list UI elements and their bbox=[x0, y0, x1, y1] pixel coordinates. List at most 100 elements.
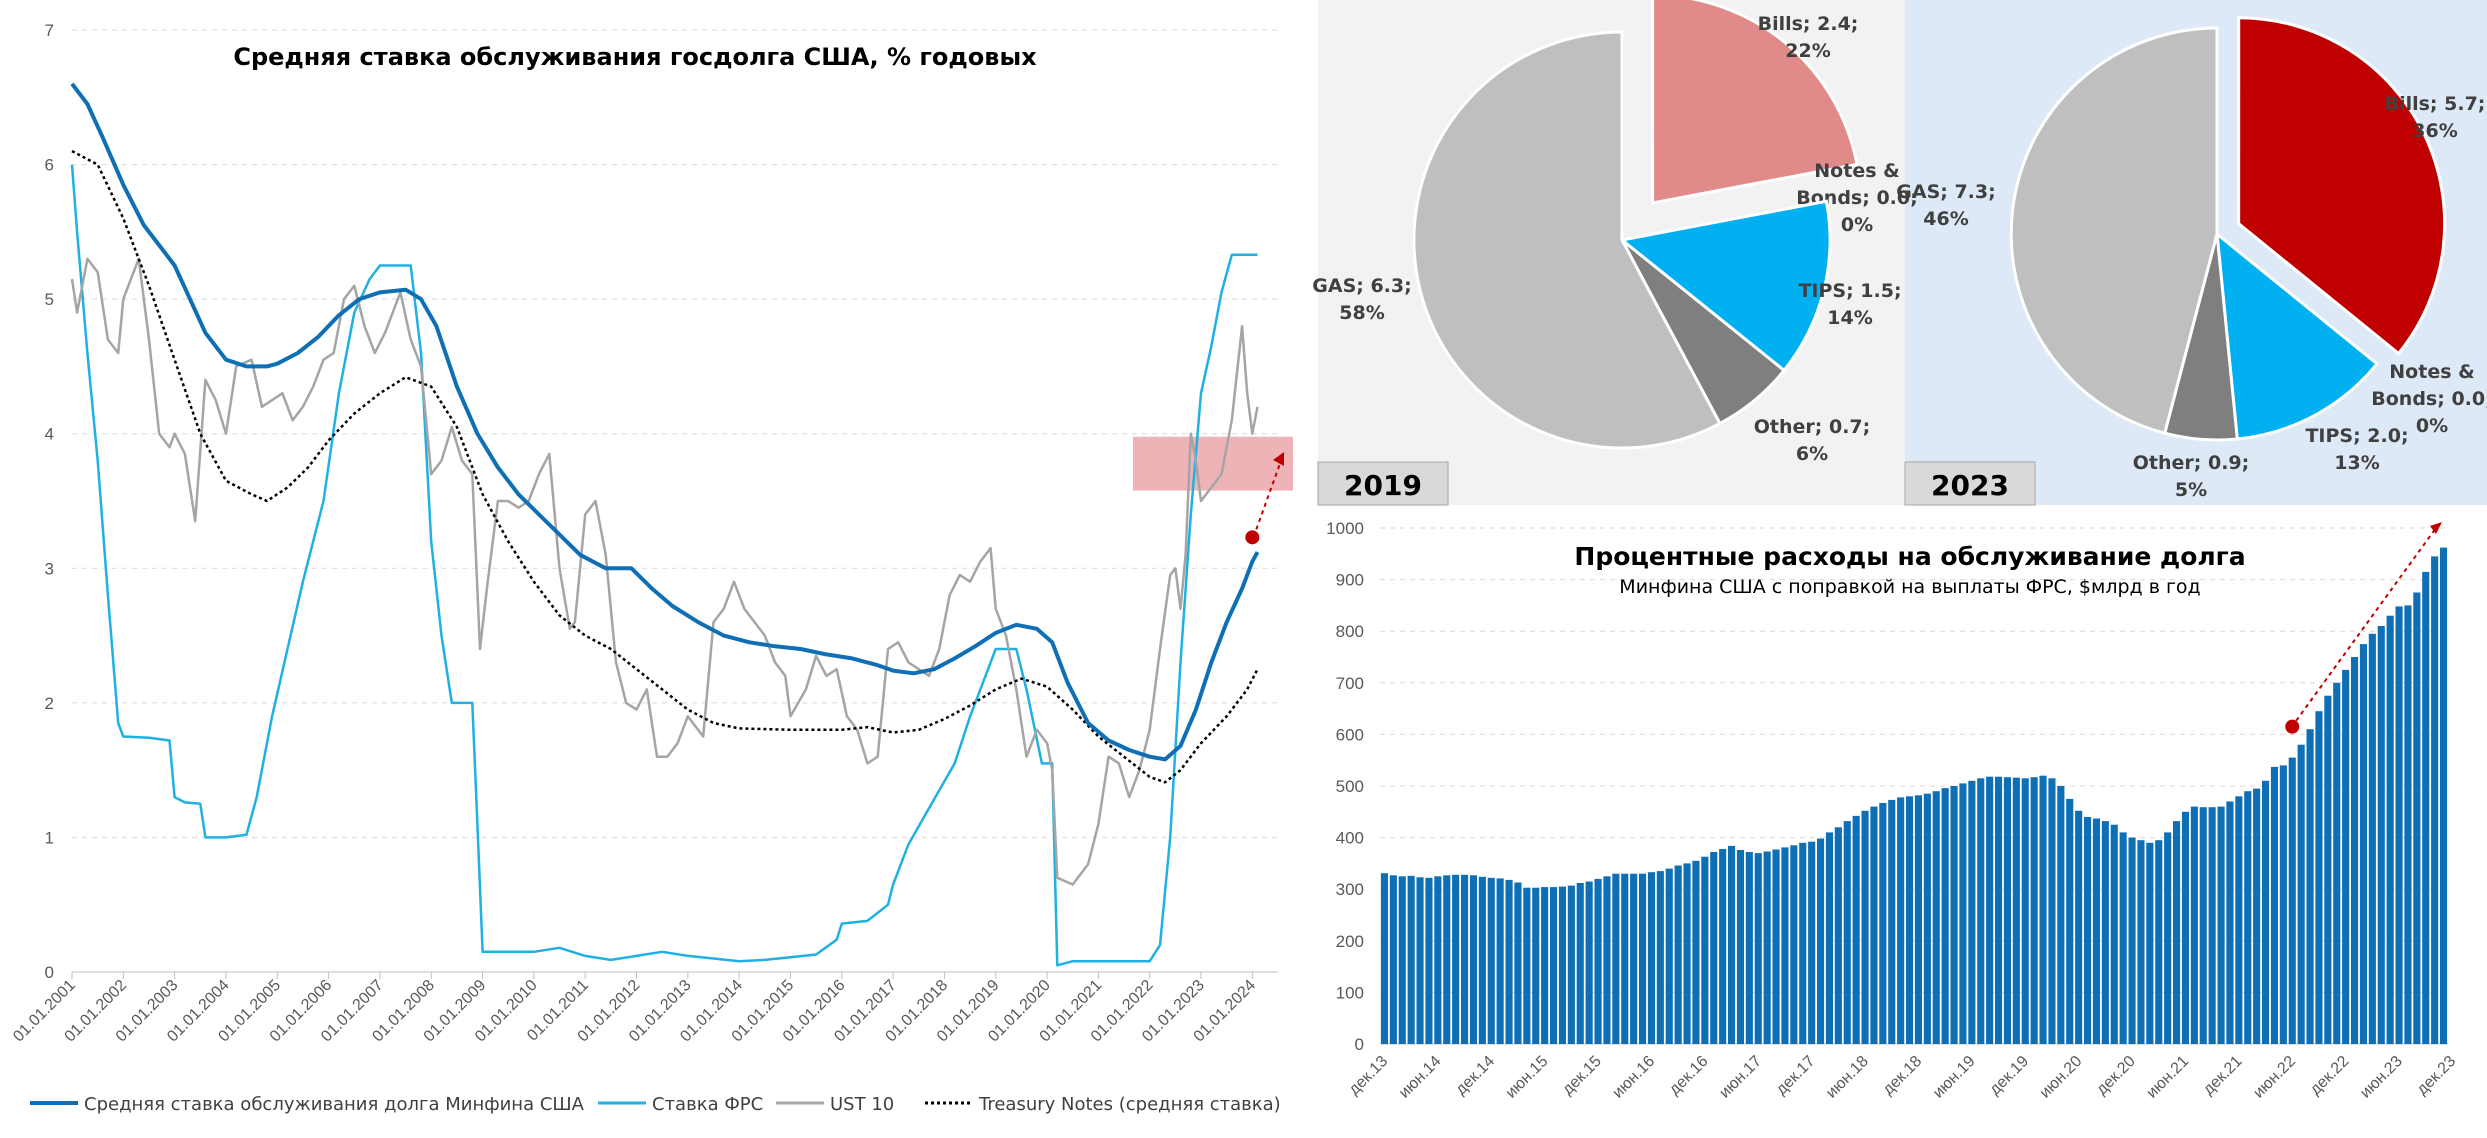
bar bbox=[2377, 626, 2385, 1044]
bar bbox=[1612, 873, 1620, 1044]
bar bbox=[1968, 780, 1976, 1044]
bar-chart-x-tick-label: июн.22 bbox=[2250, 1053, 2299, 1102]
bar bbox=[1567, 885, 1575, 1044]
bar-chart-x-tick-label: дек.23 bbox=[2414, 1053, 2460, 1099]
bar bbox=[2431, 556, 2439, 1044]
bar bbox=[1683, 863, 1691, 1044]
pie-label: Notes & bbox=[1814, 160, 1899, 182]
bar bbox=[1380, 873, 1389, 1044]
bar bbox=[1416, 877, 1424, 1044]
pie-label: 13% bbox=[2334, 452, 2379, 474]
pie-label: TIPS; 1.5; bbox=[1798, 280, 1901, 302]
highlight-band bbox=[1133, 436, 1293, 491]
line-chart-arrowhead bbox=[1273, 452, 1284, 466]
bar bbox=[2057, 786, 2065, 1044]
pie-slice-tips bbox=[2215, 230, 2380, 441]
pie-slice-gas bbox=[2009, 26, 2219, 436]
bar bbox=[2155, 840, 2163, 1044]
bar bbox=[1656, 871, 1664, 1044]
bar bbox=[1460, 874, 1469, 1044]
pie-label: GAS; 6.3; bbox=[1312, 275, 1411, 297]
bar bbox=[2208, 807, 2216, 1044]
bar bbox=[2404, 605, 2412, 1044]
bar bbox=[1897, 797, 1905, 1044]
bar bbox=[1674, 865, 1682, 1044]
bar bbox=[2030, 777, 2038, 1044]
bar-chart-x-tick-label: июн.17 bbox=[1716, 1053, 1765, 1102]
line-chart-y-tick-label: 3 bbox=[45, 559, 54, 578]
bar bbox=[2395, 606, 2403, 1044]
bar bbox=[1888, 799, 1896, 1044]
legend-label: UST 10 bbox=[830, 1094, 894, 1115]
bar bbox=[1638, 873, 1647, 1044]
bar bbox=[1505, 879, 1513, 1044]
bar-chart-y-tick-label: 100 bbox=[1336, 983, 1364, 1002]
bar bbox=[1719, 849, 1727, 1044]
bar bbox=[1576, 883, 1584, 1044]
line-chart-y-tick-label: 0 bbox=[45, 963, 54, 982]
bar bbox=[2021, 778, 2029, 1044]
bar bbox=[1834, 827, 1842, 1044]
bar bbox=[2306, 729, 2314, 1044]
bar bbox=[1861, 810, 1869, 1044]
pie-slice-tips bbox=[1618, 199, 1832, 373]
pie-slice-bills bbox=[1651, 0, 1859, 205]
bar bbox=[1852, 815, 1860, 1044]
bar bbox=[2217, 806, 2225, 1044]
bar bbox=[1736, 850, 1745, 1044]
bar bbox=[1772, 849, 1780, 1044]
bar bbox=[2119, 832, 2127, 1044]
line-chart-marker bbox=[1245, 530, 1260, 545]
bar bbox=[1594, 878, 1602, 1044]
pie-label: Notes & bbox=[2389, 361, 2474, 383]
bar bbox=[1603, 876, 1611, 1044]
bar bbox=[1986, 776, 1994, 1044]
bar-chart-x-tick-label: дек.14 bbox=[1452, 1053, 1498, 1099]
bar-chart-x-tick-label: дек.15 bbox=[1559, 1053, 1605, 1099]
bar bbox=[1790, 845, 1798, 1044]
bar bbox=[2244, 791, 2252, 1044]
bar bbox=[2066, 798, 2074, 1044]
pie-label: Bonds; 0.0; bbox=[2371, 388, 2487, 410]
bar bbox=[2181, 811, 2190, 1044]
bar bbox=[2137, 840, 2145, 1044]
bar bbox=[1754, 853, 1762, 1044]
bar bbox=[2422, 571, 2430, 1044]
bar bbox=[1799, 842, 1807, 1044]
bar bbox=[2128, 837, 2136, 1044]
bar bbox=[1469, 875, 1478, 1044]
bar-chart-y-tick-label: 500 bbox=[1336, 777, 1364, 796]
bar-chart-y-tick-label: 600 bbox=[1336, 725, 1364, 744]
bar bbox=[1727, 845, 1736, 1044]
bar bbox=[1532, 887, 1540, 1044]
bar bbox=[1478, 876, 1486, 1044]
bar-chart-y-tick-label: 900 bbox=[1336, 571, 1364, 590]
bar bbox=[2333, 682, 2341, 1044]
bar-chart-y-tick-label: 800 bbox=[1336, 622, 1364, 641]
bar bbox=[2146, 842, 2154, 1044]
legend-label: Treasury Notes (средняя ставка) bbox=[978, 1094, 1281, 1115]
bar bbox=[2386, 615, 2394, 1044]
pie-label: 46% bbox=[1923, 208, 1968, 230]
line-chart-y-tick-label: 7 bbox=[45, 21, 54, 40]
bar bbox=[1710, 852, 1718, 1044]
bar-chart-x-tick-label: июн.18 bbox=[1823, 1053, 1872, 1102]
bar bbox=[2261, 780, 2270, 1044]
bar bbox=[1487, 877, 1495, 1044]
bar-chart-x-tick-label: дек.16 bbox=[1666, 1053, 1712, 1099]
bar bbox=[2075, 810, 2083, 1044]
pie-label: Bills; 5.7; bbox=[2385, 93, 2486, 115]
pie-chart-2019: Bills; 2.4;22%Notes &Bonds; 0.0;0%TIPS; … bbox=[1312, 0, 1918, 465]
bar bbox=[1763, 851, 1771, 1044]
legend-label: Ставка ФРС bbox=[652, 1094, 763, 1115]
bar-chart-x-tick-label: дек.13 bbox=[1346, 1053, 1392, 1099]
bar bbox=[2297, 744, 2305, 1044]
pie-slice-bills bbox=[2237, 16, 2447, 356]
bar bbox=[1665, 868, 1673, 1044]
bar-chart-x-tick-label: июн.23 bbox=[2357, 1053, 2406, 1102]
line-chart-title: Средняя ставка обслуживания госдолга США… bbox=[233, 43, 1037, 71]
pie-label: 0% bbox=[2416, 415, 2448, 437]
bar bbox=[1781, 847, 1789, 1044]
bar-chart-x-tick-label: дек.18 bbox=[1880, 1053, 1926, 1099]
bar bbox=[1816, 838, 1825, 1044]
